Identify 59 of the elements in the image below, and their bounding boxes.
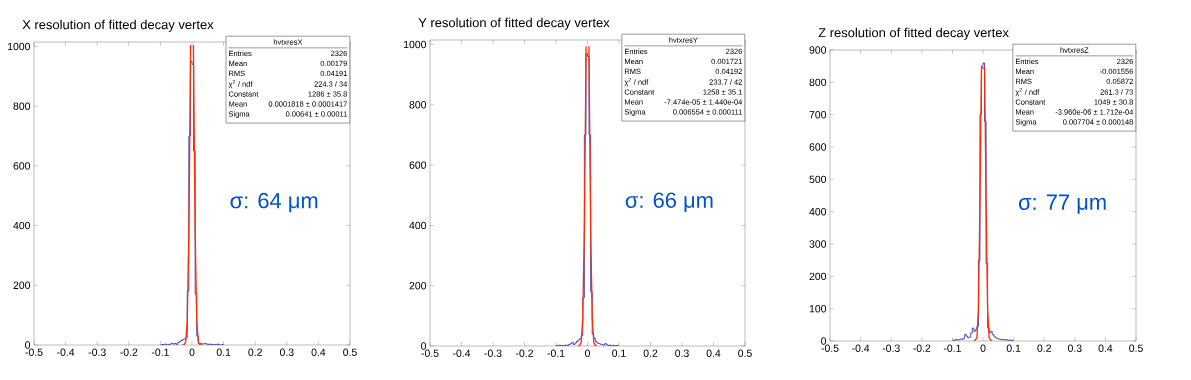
y-tick-label: 600 bbox=[409, 161, 427, 169]
x-tick-label: -0.1 bbox=[151, 348, 169, 356]
y-tick-label: 800 bbox=[409, 101, 427, 109]
y-tick-label: 200 bbox=[409, 282, 427, 290]
x-tick-label: 0.3 bbox=[1067, 344, 1082, 352]
x-tick-label: -0.2 bbox=[913, 344, 931, 352]
x-tick-label: -0.3 bbox=[484, 349, 502, 357]
x-tick-label: 0 bbox=[585, 349, 590, 357]
x-tick-label: 0.3 bbox=[279, 348, 294, 356]
x-tick-label: -0.2 bbox=[515, 349, 533, 357]
annotation: σ: 77 μm bbox=[1018, 194, 1106, 214]
x-tick-label: 0.4 bbox=[706, 349, 721, 357]
y-tick-label: 600 bbox=[809, 143, 827, 151]
chart-title: X resolution of fitted decay vertex bbox=[22, 19, 214, 32]
annotation: σ: 64 μm bbox=[230, 192, 318, 213]
x-tick-label: 0.3 bbox=[675, 349, 689, 357]
y-tick-label: 800 bbox=[809, 78, 827, 87]
y-tick-label: 700 bbox=[809, 110, 827, 119]
x-tick-label: -0.5 bbox=[25, 348, 43, 356]
y-tick-label: 400 bbox=[409, 221, 427, 230]
x-tick-label: -0.5 bbox=[821, 344, 839, 352]
y-tick-label: 900 bbox=[809, 46, 827, 54]
x-tick-label: 0.1 bbox=[612, 349, 626, 357]
x-tick-label: -0.1 bbox=[547, 349, 565, 357]
x-tick-label: -0.4 bbox=[57, 348, 75, 356]
x-tick-label: 0.4 bbox=[1098, 344, 1113, 352]
x-tick-label: 0.2 bbox=[1037, 344, 1051, 352]
x-tick-label: -0.2 bbox=[120, 348, 138, 356]
y-tick-label: 400 bbox=[809, 207, 827, 216]
x-tick-label: -0.4 bbox=[852, 344, 870, 352]
y-tick-label: 1000 bbox=[404, 40, 427, 49]
x-tick-label: 0.1 bbox=[1006, 344, 1021, 352]
y-tick-label: 400 bbox=[13, 221, 31, 230]
x-tick-label: -0.5 bbox=[421, 349, 439, 357]
x-tick-label: 0.5 bbox=[1129, 344, 1143, 352]
y-tick-label: 100 bbox=[809, 304, 827, 313]
x-tick-label: -0.3 bbox=[88, 348, 106, 356]
y-tick-label: 300 bbox=[809, 240, 827, 248]
y-tick-label: 500 bbox=[809, 175, 827, 184]
x-tick-label: 0 bbox=[980, 344, 986, 352]
y-tick-label: 800 bbox=[13, 102, 31, 110]
x-tick-label: 0 bbox=[189, 348, 195, 356]
x-tick-label: -0.1 bbox=[943, 344, 961, 352]
y-tick-label: 200 bbox=[13, 281, 31, 289]
x-tick-label: 0.2 bbox=[643, 349, 658, 357]
x-tick-label: 0.1 bbox=[216, 348, 231, 356]
x-tick-label: -0.4 bbox=[452, 349, 471, 357]
x-tick-label: 0.4 bbox=[311, 348, 326, 356]
y-tick-label: 200 bbox=[809, 272, 827, 281]
annotation: σ: 66 μm bbox=[625, 192, 713, 212]
x-tick-label: 0.5 bbox=[343, 348, 357, 356]
chart-title: Y resolution of fitted decay vertex bbox=[418, 17, 610, 30]
y-tick-label: 600 bbox=[13, 162, 31, 170]
x-tick-label: 0.2 bbox=[248, 348, 262, 356]
chart-title: Z resolution of fitted decay vertex bbox=[818, 27, 1009, 40]
y-tick-label: 0 bbox=[821, 337, 827, 345]
x-tick-label: 0.5 bbox=[738, 349, 752, 357]
y-tick-label: 1000 bbox=[8, 42, 31, 51]
x-tick-label: -0.3 bbox=[882, 344, 900, 352]
